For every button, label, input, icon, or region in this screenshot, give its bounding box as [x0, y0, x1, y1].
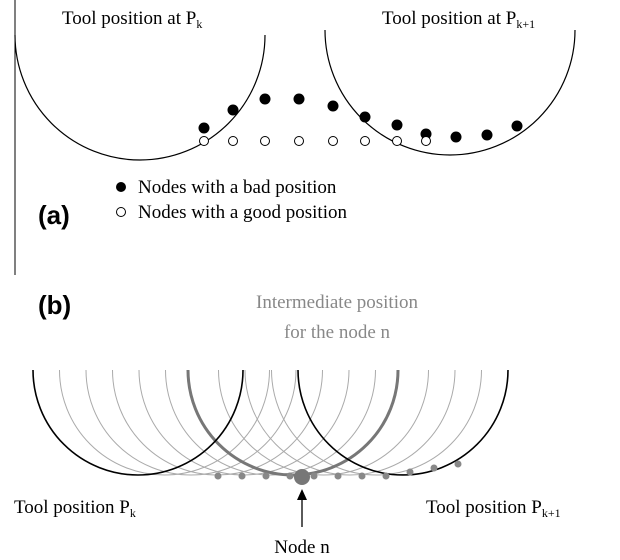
good-node [260, 136, 270, 146]
node-label: Node n [274, 537, 330, 558]
arcs [32, 369, 509, 477]
tool-label-left: Tool position at Pk [62, 8, 202, 31]
tool-label-left: Tool position Pk [14, 497, 136, 520]
bad-node [293, 93, 305, 105]
legend-good-dot [116, 207, 126, 217]
bad-node [359, 111, 371, 123]
node [238, 472, 246, 480]
node [430, 464, 438, 472]
intermediate-arc [297, 369, 509, 476]
tool-label-sub: k [196, 17, 202, 31]
bad-node [327, 100, 339, 112]
intermediate-arc [112, 369, 323, 476]
tool-label-text: Tool position P [14, 497, 130, 518]
intermediate-arc [165, 369, 376, 476]
intermediate-arc [271, 369, 482, 476]
node [382, 472, 390, 480]
intermediate-arc [85, 369, 297, 476]
node [214, 472, 222, 480]
intermediate-arc [138, 369, 350, 476]
tool-label-right: Tool position at Pk+1 [382, 8, 535, 31]
bad-node [198, 122, 210, 134]
tool-label-sub: k [130, 506, 136, 520]
node [358, 472, 366, 480]
tool-label-text: Tool position at P [62, 8, 196, 29]
good-node [199, 136, 209, 146]
node [262, 472, 270, 480]
panel-label: (a) [38, 200, 70, 230]
legend-bad: Nodes with a bad position [138, 177, 337, 198]
arrow-head [297, 489, 307, 500]
bad-node [259, 93, 271, 105]
tool-arc-left [14, 34, 266, 161]
good-node [360, 136, 370, 146]
good-node [328, 136, 338, 146]
node [310, 472, 318, 480]
tool-label-text: Tool position P [426, 497, 542, 518]
legend-bad-dot [116, 182, 126, 192]
good-node [421, 136, 431, 146]
tool-arc-right [297, 369, 509, 476]
bad-node [420, 128, 432, 140]
node [454, 460, 462, 468]
tool-arc-left [32, 369, 244, 476]
tool-label-sub: k+1 [516, 17, 535, 31]
good-node [228, 136, 238, 146]
node [286, 472, 294, 480]
legend-good: Nodes with a good position [138, 202, 347, 223]
intermediate-label: for the node n [284, 322, 391, 343]
nodes [214, 460, 462, 485]
bad-node [511, 120, 523, 132]
nodes [198, 93, 523, 146]
node [406, 468, 414, 476]
bad-node [481, 129, 493, 141]
tool-arc-right [324, 29, 576, 156]
tool-label-sub: k+1 [542, 506, 561, 520]
good-node [392, 136, 402, 146]
node [334, 472, 342, 480]
bad-node [450, 131, 462, 143]
intermediate-arc [244, 369, 456, 476]
tool-label-right: Tool position Pk+1 [426, 497, 561, 520]
intermediate-label: Intermediate position [256, 292, 418, 313]
good-node [294, 136, 304, 146]
intermediate-arc [218, 369, 429, 476]
panel-label: (b) [38, 290, 71, 320]
tool-label-text: Tool position at P [382, 8, 516, 29]
node-n [294, 469, 310, 485]
bad-node [391, 119, 403, 131]
bad-node [227, 104, 239, 116]
intermediate-arc [59, 369, 270, 476]
